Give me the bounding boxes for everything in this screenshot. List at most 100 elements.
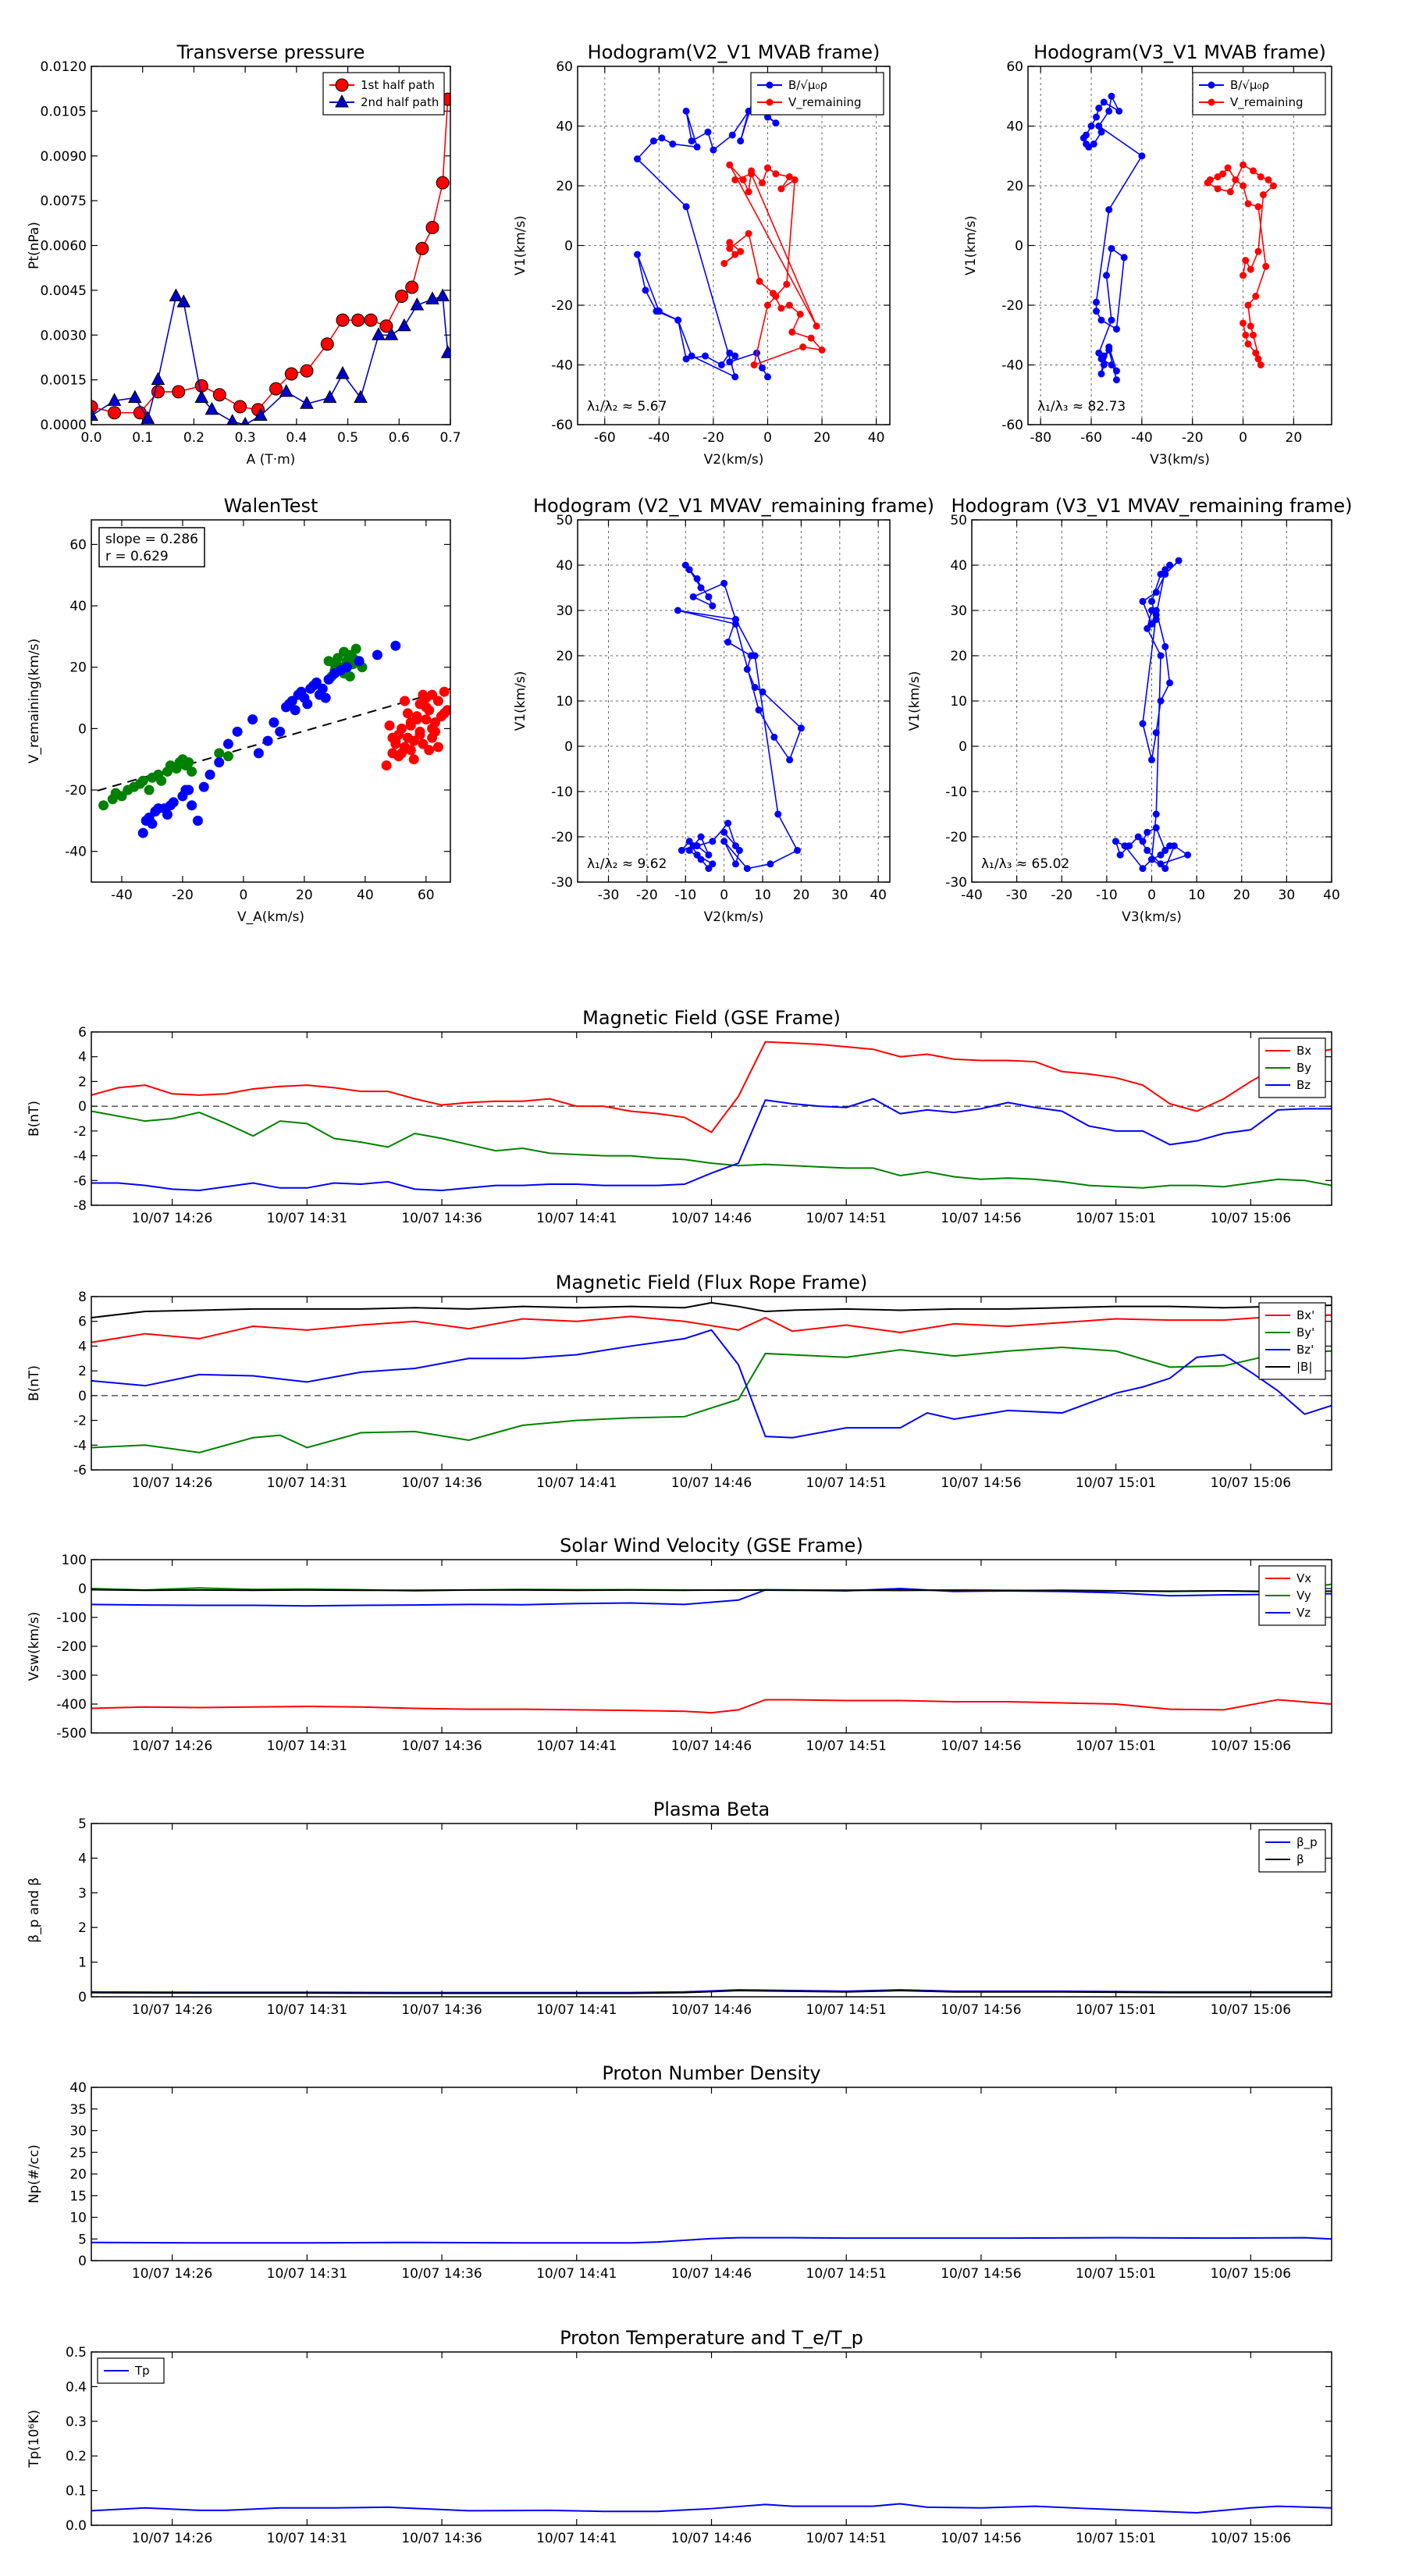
data-point <box>151 372 165 386</box>
legend-label: V_remaining <box>788 95 862 110</box>
data-point <box>763 301 771 309</box>
data-point <box>1148 607 1155 614</box>
data-point <box>1157 571 1165 578</box>
y-tick-label: 0 <box>78 1582 87 1597</box>
data-point <box>720 838 728 845</box>
data-point <box>381 760 392 771</box>
data-point <box>642 286 649 294</box>
x-tick-label: 10/07 14:26 <box>132 1211 212 1226</box>
data-point <box>759 688 767 696</box>
data-point <box>1166 842 1174 850</box>
data-point <box>421 714 432 725</box>
y-tick-label: -40 <box>551 358 573 374</box>
data-point <box>222 738 233 749</box>
data-point <box>1184 851 1192 859</box>
data-point <box>425 291 439 304</box>
y-tick-label: 4 <box>78 1050 87 1066</box>
series-tp <box>91 2503 1332 2514</box>
data-point <box>183 785 194 795</box>
data-point <box>198 781 209 792</box>
data-point <box>748 170 756 178</box>
data-point <box>98 800 109 811</box>
data-point <box>1095 123 1103 130</box>
chart-title: Proton Number Density <box>602 2062 820 2084</box>
data-point <box>785 173 793 181</box>
data-point <box>669 140 677 148</box>
x-tick-label: 10/07 14:31 <box>267 1738 347 1754</box>
data-point <box>436 176 450 190</box>
x-tick-label: -20 <box>172 888 194 903</box>
data-point <box>1257 361 1264 368</box>
data-point <box>1254 355 1262 363</box>
data-point <box>756 277 763 285</box>
series-line <box>91 1314 1332 1343</box>
data-point <box>1161 642 1169 650</box>
legend-label: 1st half path <box>361 78 435 92</box>
y-tick-label: 2 <box>78 1364 87 1379</box>
data-point <box>1252 293 1260 301</box>
series-by <box>91 1110 1332 1189</box>
y-tick-label: -30 <box>945 875 967 891</box>
x-tick-label: 0 <box>763 430 772 446</box>
y-tick-label: -20 <box>945 830 967 845</box>
data-point <box>1157 697 1165 705</box>
series-line <box>91 1587 1332 1607</box>
x-tick-label: 10/07 14:31 <box>267 2002 347 2018</box>
x-tick-label: 10/07 14:31 <box>267 2266 347 2282</box>
x-axis-label: V2(km/s) <box>704 909 764 925</box>
grid-lines <box>1028 66 1332 425</box>
y-tick-label: 0 <box>959 739 967 755</box>
y-tick-label: 0 <box>564 739 573 755</box>
series-line <box>91 1098 1332 1191</box>
data-point <box>772 119 780 127</box>
y-tick-label: 10 <box>556 694 573 710</box>
series-bz- <box>91 1329 1332 1439</box>
x-tick-label: -40 <box>111 888 133 903</box>
y-axis-label: V_remaining(km/s) <box>27 639 42 763</box>
y-tick-label: -20 <box>551 298 573 314</box>
x-tick-label: 20 <box>793 888 810 903</box>
data-point <box>402 708 413 719</box>
data-point <box>350 643 361 654</box>
data-point <box>685 838 693 845</box>
plot-frame <box>577 66 891 425</box>
y-tick-label: 30 <box>950 603 967 619</box>
y-tick-label: 0.0045 <box>41 283 87 299</box>
x-tick-label: 10/07 14:41 <box>536 1211 617 1226</box>
data-point <box>323 674 334 685</box>
x-tick-label: 0.7 <box>439 430 461 446</box>
y-tick-label: 30 <box>556 603 573 619</box>
data-point <box>192 815 203 826</box>
y-tick-label: 20 <box>556 649 573 664</box>
data-point <box>1100 361 1108 368</box>
y-tick-label: -6 <box>73 1463 87 1478</box>
data-point <box>726 239 734 247</box>
y-tick-label: 40 <box>69 599 87 614</box>
data-point <box>1139 720 1147 728</box>
data-point <box>709 860 717 868</box>
data-point <box>262 735 273 746</box>
series-line <box>91 1990 1332 1994</box>
y-tick-label: -400 <box>56 1697 87 1713</box>
y-tick-label: -20 <box>1001 298 1023 314</box>
data-point <box>1269 182 1277 190</box>
legend-label: V_remaining <box>1230 95 1304 110</box>
data-point <box>1157 860 1165 868</box>
x-tick-label: 10/07 14:26 <box>132 2531 212 2546</box>
data-point <box>1105 107 1113 115</box>
legend-marker <box>766 81 774 89</box>
x-tick-label: 10/07 14:46 <box>671 2002 752 2018</box>
data-point <box>1152 616 1160 624</box>
data-point <box>634 155 642 163</box>
data-point <box>1250 167 1257 175</box>
data-point <box>751 684 759 692</box>
data-point <box>302 699 313 710</box>
data-point <box>1100 352 1108 360</box>
data-point <box>755 706 763 714</box>
chart-title: Transverse pressure <box>176 41 365 63</box>
plot-frame <box>91 1559 1332 1734</box>
data-point <box>1247 322 1254 330</box>
x-tick-label: 40 <box>870 888 887 903</box>
legend: Bx By Bz <box>1258 1037 1326 1098</box>
y-tick-label: 0.1 <box>66 2484 87 2500</box>
